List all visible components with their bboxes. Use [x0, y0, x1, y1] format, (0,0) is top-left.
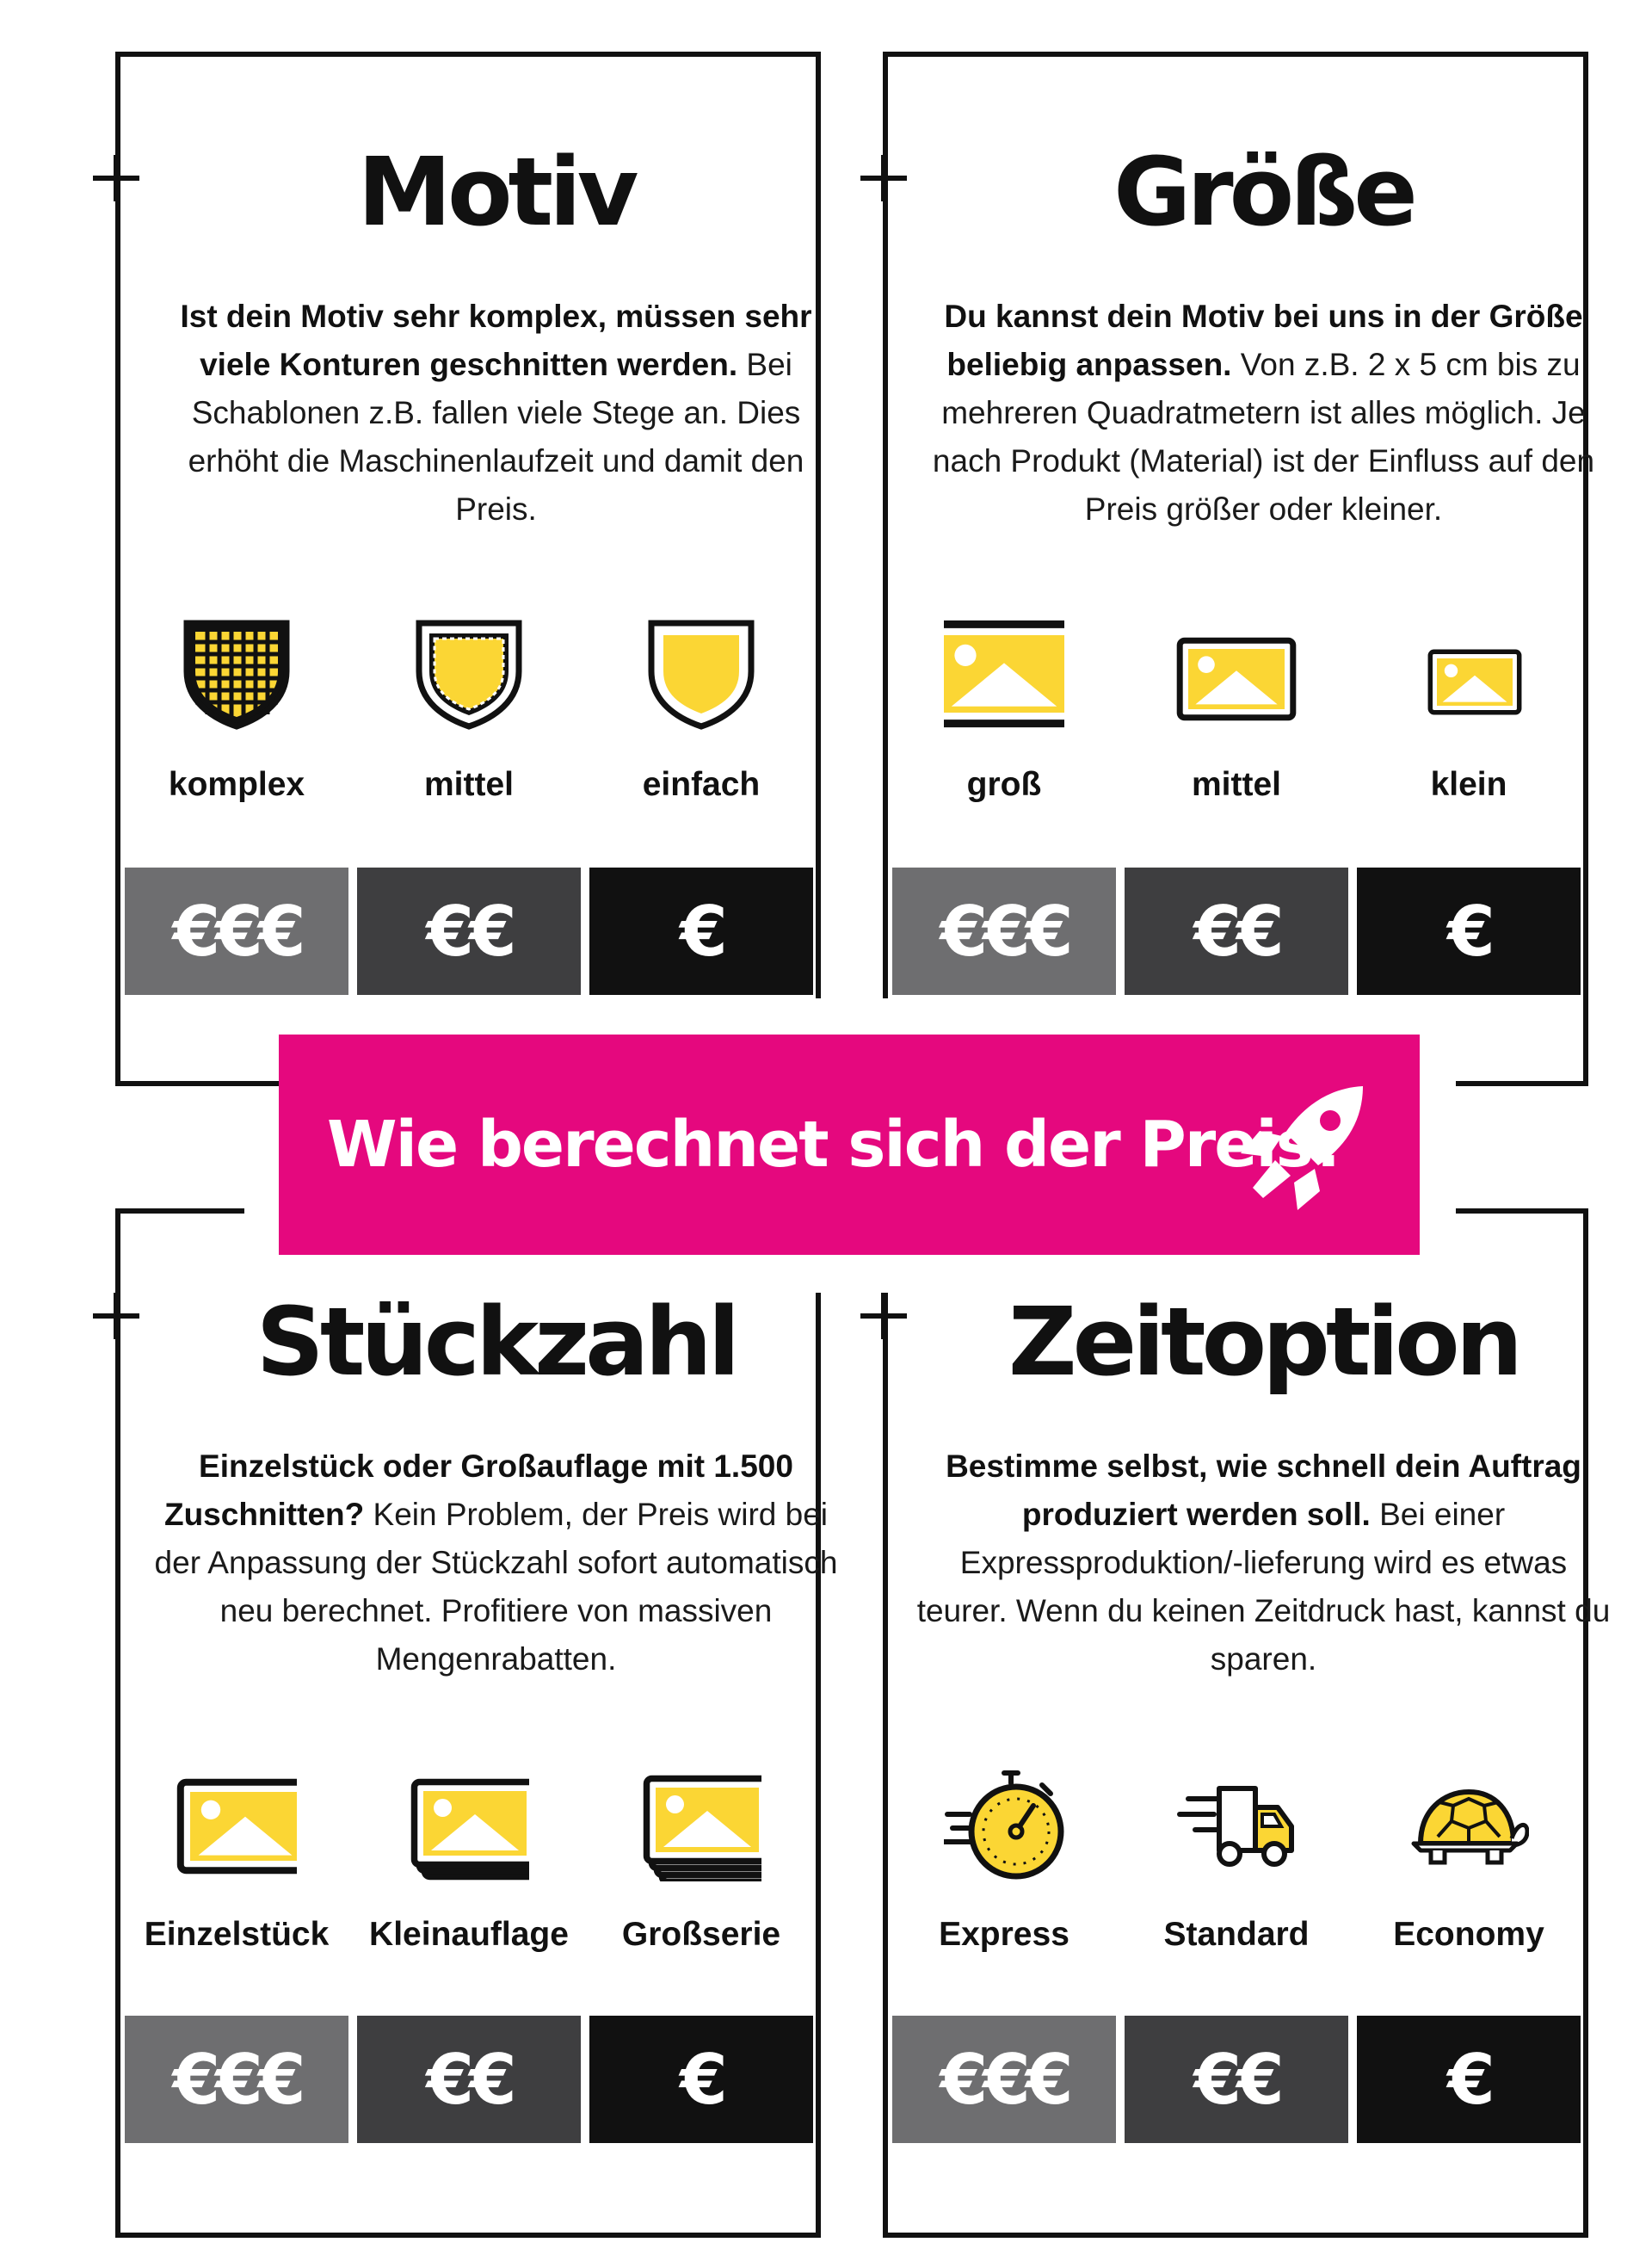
price-low: €: [1357, 2016, 1581, 2143]
truck-icon: [1176, 1761, 1297, 1881]
option-mittel: mittel: [1120, 611, 1353, 835]
option-standard: Standard: [1120, 1761, 1353, 1985]
card-border-top: [883, 52, 1588, 57]
option-grossserie: Großserie: [585, 1761, 817, 1985]
card-border-right: [1583, 52, 1588, 1086]
card-border-top: [1456, 1208, 1588, 1214]
card-description: Einzelstück oder Großauflage mit 1.500 Z…: [146, 1442, 846, 1683]
price-low: €: [589, 2016, 813, 2143]
option-label: Express: [939, 1916, 1069, 1953]
card-motiv: Motiv Ist dein Motiv sehr komplex, müsse…: [93, 52, 880, 1090]
card-description-rest: Bei Schablonen z.B. fallen viele Stege a…: [188, 347, 804, 527]
option-label: komplex: [168, 766, 305, 803]
option-label: Standard: [1163, 1916, 1310, 1953]
option-komplex: komplex: [120, 611, 353, 835]
option-list: Express Standard Economy: [888, 1761, 1639, 1985]
option-label: Einzelstück: [144, 1916, 330, 1953]
card-border-left: [883, 52, 888, 998]
card-border-left: [115, 1208, 120, 2238]
option-list: groß mittel klein: [888, 611, 1639, 835]
plus-icon: [93, 1293, 139, 1339]
shield-dotted-icon: [409, 611, 529, 732]
image-stack-small-icon: [409, 1761, 529, 1881]
option-list: Einzelstück Kleinauflage: [120, 1761, 872, 1985]
shield-grid-icon: [176, 611, 297, 732]
option-express: Express: [888, 1761, 1120, 1985]
image-large-icon: [944, 611, 1064, 732]
price-banner: Wie berechnet sich der Preis?: [279, 1035, 1420, 1255]
option-kleinauflage: Kleinauflage: [353, 1761, 585, 1985]
card-description-rest: Von z.B. 2 x 5 cm bis zu mehreren Quadra…: [932, 347, 1595, 527]
card-border-bottom: [115, 1081, 279, 1086]
price-high: €€€: [892, 2016, 1116, 2143]
rocket-icon: [1241, 1086, 1363, 1210]
price-mid: €€: [1125, 868, 1348, 995]
option-label: Kleinauflage: [369, 1916, 569, 1953]
card-description-bold: Einzelstück oder Großauflage mit 1.500 Z…: [163, 1449, 793, 1532]
card-border-bottom: [1456, 1081, 1588, 1086]
card-title: Stückzahl: [256, 1287, 741, 1397]
option-economy: Economy: [1353, 1761, 1585, 1985]
price-low: €: [1357, 868, 1581, 995]
plus-icon: [93, 155, 139, 201]
option-label: mittel: [423, 766, 514, 803]
card-groesse: Größe Du kannst dein Motiv bei uns in de…: [860, 52, 1648, 1090]
card-description: Ist dein Motiv sehr komplex, müssen sehr…: [146, 293, 846, 534]
card-border-top: [115, 1208, 244, 1214]
image-single-icon: [176, 1761, 297, 1881]
price-row: €€€ €€ €: [888, 868, 1639, 995]
option-einzelstueck: Einzelstück: [120, 1761, 353, 1985]
option-list: komplex mittel einfach: [120, 611, 872, 835]
option-label: Großserie: [621, 1916, 781, 1953]
price-row: €€€ €€ €: [120, 868, 872, 995]
option-label: einfach: [642, 766, 761, 803]
turtle-icon: [1409, 1761, 1529, 1881]
card-border-bottom: [115, 2233, 821, 2238]
image-small-icon: [1409, 611, 1529, 732]
option-gross: groß: [888, 611, 1120, 835]
card-description: Du kannst dein Motiv bei uns in der Größ…: [914, 293, 1613, 534]
option-label: mittel: [1191, 766, 1281, 803]
shield-plain-icon: [641, 611, 761, 732]
card-border-bottom: [883, 2233, 1588, 2238]
banner-title: Wie berechnet sich der Preis?: [327, 1108, 1349, 1182]
price-high: €€€: [125, 2016, 348, 2143]
card-description-bold: Ist dein Motiv sehr komplex, müssen sehr…: [180, 299, 812, 382]
stopwatch-icon: [944, 1761, 1064, 1881]
image-stack-large-icon: [641, 1761, 761, 1881]
option-label: Economy: [1393, 1916, 1544, 1953]
option-mittel: mittel: [353, 611, 585, 835]
card-description-bold: Du kannst dein Motiv bei uns in der Größ…: [944, 299, 1583, 382]
card-zeitoption: Zeitoption Bestimme selbst, wie schnell …: [860, 1198, 1648, 2238]
price-mid: €€: [1125, 2016, 1348, 2143]
price-low: €: [589, 868, 813, 995]
card-border-right: [1583, 1208, 1588, 2238]
card-stueckzahl: Stückzahl Einzelstück oder Großauflage m…: [93, 1198, 880, 2238]
card-border-right: [816, 1293, 821, 2238]
option-einfach: einfach: [585, 611, 817, 835]
price-row: €€€ €€ €: [888, 2016, 1639, 2143]
card-border-left: [883, 1293, 888, 2238]
card-description-rest: Kein Problem, der Preis wird bei der Anp…: [154, 1497, 838, 1677]
price-high: €€€: [125, 868, 348, 995]
card-border-top: [115, 52, 821, 57]
card-title: Größe: [1113, 137, 1418, 247]
option-label: groß: [966, 766, 1042, 803]
plus-icon: [860, 155, 907, 201]
card-title: Zeitoption: [1008, 1287, 1523, 1397]
price-mid: €€: [357, 2016, 581, 2143]
option-label: klein: [1430, 766, 1507, 803]
card-description-rest: Bei einer Expressproduktion/-lieferung w…: [916, 1497, 1611, 1677]
card-description: Bestimme selbst, wie schnell dein Auftra…: [914, 1442, 1613, 1683]
card-description-bold: Bestimme selbst, wie schnell dein Auftra…: [946, 1449, 1581, 1532]
price-row: €€€ €€ €: [120, 2016, 872, 2143]
image-medium-icon: [1176, 611, 1297, 732]
price-high: €€€: [892, 868, 1116, 995]
card-border-right: [816, 52, 821, 998]
card-border-left: [115, 52, 120, 1086]
plus-icon: [860, 1293, 907, 1339]
option-klein: klein: [1353, 611, 1585, 835]
price-mid: €€: [357, 868, 581, 995]
card-title: Motiv: [357, 137, 638, 247]
